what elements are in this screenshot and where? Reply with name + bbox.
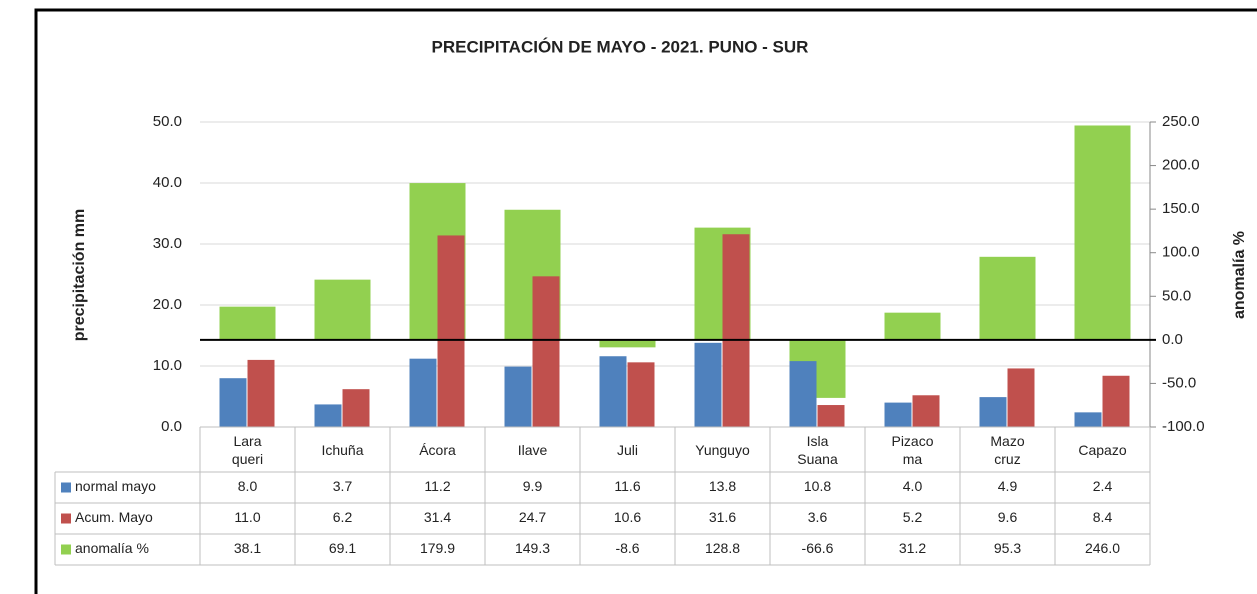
bar — [409, 358, 437, 427]
table-value: 4.9 — [998, 478, 1018, 494]
table-value: 2.4 — [1093, 478, 1113, 494]
y2-tick-label: -100.0 — [1162, 418, 1205, 435]
bar — [219, 378, 247, 427]
bar — [314, 404, 342, 427]
bar — [1074, 125, 1131, 340]
bar — [314, 279, 371, 340]
table-value: 3.6 — [808, 509, 828, 525]
bar — [1074, 412, 1102, 427]
bar — [247, 359, 275, 427]
y-tick-label: 30.0 — [153, 235, 182, 252]
bar — [342, 389, 370, 427]
y2-tick-label: -50.0 — [1162, 374, 1196, 391]
bar — [627, 362, 655, 427]
table-value: 5.2 — [903, 509, 923, 525]
bar — [884, 402, 912, 427]
x-tick-label: Juli — [616, 441, 638, 458]
y2-tick-label: 100.0 — [1162, 244, 1200, 261]
bar — [789, 361, 817, 427]
bar — [722, 234, 750, 427]
table-value: 8.4 — [1093, 509, 1113, 525]
bar — [979, 397, 1007, 427]
y2-tick-label: 150.0 — [1162, 200, 1200, 217]
legend-key — [61, 544, 71, 555]
chart-title: PRECIPITACIÓN DE MAYO - 2021. PUNO - SUR — [432, 37, 809, 56]
x-tick-label: Isla Suana — [797, 432, 838, 467]
y2-tick-label: 50.0 — [1162, 287, 1191, 304]
x-tick-label: Pizaco ma — [891, 432, 934, 467]
legend-label: Acum. Mayo — [75, 509, 153, 525]
table-value: 4.0 — [903, 478, 923, 494]
table-value: 95.3 — [994, 540, 1021, 556]
table-value: 31.6 — [709, 509, 736, 525]
x-tick-label: Ichuña — [321, 441, 364, 458]
table-value: 69.1 — [329, 540, 356, 556]
table-value: 3.7 — [333, 478, 353, 494]
table-value: -66.6 — [802, 540, 834, 556]
frame — [34, 8, 1257, 594]
bar — [504, 366, 532, 427]
bar — [817, 405, 845, 427]
table-value: 11.2 — [424, 478, 450, 494]
table-value: -8.6 — [615, 540, 639, 556]
table-value: 31.4 — [424, 509, 451, 525]
bar — [532, 276, 560, 427]
y-axis-label: precipitación mm — [71, 209, 88, 341]
y2-axis-label: anomalía % — [1231, 231, 1248, 319]
table-value: 10.8 — [804, 478, 831, 494]
y-tick-label: 20.0 — [153, 296, 182, 313]
legend-label: anomalía % — [75, 540, 149, 556]
x-tick-label: Capazo — [1078, 441, 1127, 458]
bar — [599, 356, 627, 427]
bar — [979, 256, 1036, 340]
y-tick-label: 40.0 — [153, 174, 182, 191]
bar — [694, 342, 722, 427]
table-value: 9.6 — [998, 509, 1018, 525]
legend-label: normal mayo — [75, 478, 156, 494]
x-tick-label: Ácora — [419, 441, 456, 458]
y2-tick-label: 200.0 — [1162, 157, 1200, 174]
bar — [437, 235, 465, 427]
legend-key — [61, 482, 71, 493]
table-value: 24.7 — [519, 509, 546, 525]
table-value: 179.9 — [420, 540, 455, 556]
table-value: 9.9 — [523, 478, 543, 494]
y-tick-label: 0.0 — [161, 418, 182, 435]
table-value: 128.8 — [705, 540, 740, 556]
x-tick-label: Lara queri — [231, 432, 264, 467]
table-value: 11.6 — [614, 478, 640, 494]
y-tick-label: 10.0 — [153, 357, 182, 374]
table-value: 6.2 — [333, 509, 353, 525]
table-value: 31.2 — [899, 540, 926, 556]
table-value: 38.1 — [234, 540, 261, 556]
table-value: 11.0 — [234, 509, 260, 525]
table-value: 246.0 — [1085, 540, 1120, 556]
bar — [1102, 375, 1130, 427]
y2-tick-label: 0.0 — [1162, 331, 1183, 348]
bar — [599, 339, 656, 348]
y2-tick-label: 250.0 — [1162, 113, 1200, 130]
x-tick-label: Yunguyo — [695, 441, 750, 458]
table-value: 10.6 — [614, 509, 641, 525]
table-value: 8.0 — [238, 478, 258, 494]
legend-key — [61, 513, 71, 524]
x-tick-label: Mazo cruz — [990, 432, 1025, 467]
table-value: 149.3 — [515, 540, 550, 556]
x-tick-label: Ilave — [517, 441, 548, 458]
bar — [1007, 368, 1035, 427]
bar — [912, 395, 940, 427]
y-tick-label: 50.0 — [153, 113, 182, 130]
bar — [884, 312, 941, 340]
bar — [219, 306, 276, 340]
table-value: 13.8 — [709, 478, 736, 494]
